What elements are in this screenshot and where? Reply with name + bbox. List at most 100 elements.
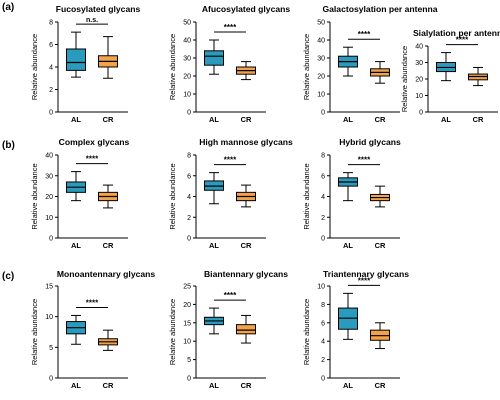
y-tick-label: 20 xyxy=(183,74,191,81)
y-tick-label: 15 xyxy=(45,284,53,291)
chart-title: Afucosylated glycans xyxy=(202,4,291,14)
y-tick-label: 4 xyxy=(321,339,325,346)
chart-title: Hybrid glycans xyxy=(339,137,401,147)
box-al xyxy=(204,307,224,335)
y-tick-label: 0 xyxy=(321,110,325,117)
category-label: AL xyxy=(209,115,219,124)
box-al xyxy=(338,46,358,77)
box-al xyxy=(338,172,358,202)
y-tick-label: 8 xyxy=(321,153,325,160)
y-tick-label: 20 xyxy=(415,77,423,84)
category-label: AL xyxy=(343,115,353,124)
category-label: AL xyxy=(209,381,219,390)
box-iqr xyxy=(236,324,256,335)
significance-label: **** xyxy=(358,156,371,165)
y-tick-label: 5 xyxy=(49,345,53,352)
y-axis-label: Relative abundance xyxy=(168,163,177,229)
panel-label-b: (b) xyxy=(2,140,15,151)
chart-title: Sialylation per antenna xyxy=(413,28,500,38)
category-label: AL xyxy=(71,241,81,250)
box-al xyxy=(204,39,224,75)
chart-title: Biantennary glycans xyxy=(204,269,288,279)
y-tick-label: 0 xyxy=(321,236,325,243)
y-tick-label: 40 xyxy=(317,38,325,45)
box-cr xyxy=(236,184,256,208)
y-tick-label: 10 xyxy=(183,339,191,346)
box-iqr xyxy=(204,50,224,66)
box-cr xyxy=(370,61,390,84)
significance-label: **** xyxy=(224,291,237,300)
box-cr xyxy=(370,322,390,350)
chart-10: Triantennary glycans Relative abundance 0 2… xyxy=(302,269,409,390)
y-tick-label: 4 xyxy=(321,194,325,201)
box-cr xyxy=(236,314,256,344)
significance-label: **** xyxy=(358,30,371,39)
chart-title: Fucosylated glycans xyxy=(56,4,141,14)
chart-9: Biantennary glycans Relative abundance 0 5 1… xyxy=(168,269,288,390)
significance-label: n.s. xyxy=(86,17,98,24)
category-label: AL xyxy=(343,241,353,250)
y-tick-label: 40 xyxy=(415,44,423,51)
box-cr xyxy=(236,61,256,81)
category-label: CR xyxy=(473,115,484,124)
y-tick-label: 0 xyxy=(187,236,191,243)
significance-label: **** xyxy=(86,298,99,307)
category-label: AL xyxy=(71,381,81,390)
box-iqr xyxy=(66,48,86,71)
y-tick-label: 30 xyxy=(415,60,423,67)
y-tick-label: 4 xyxy=(49,65,53,72)
category-label: AL xyxy=(209,241,219,250)
y-tick-label: 50 xyxy=(183,20,191,27)
category-label: CR xyxy=(103,241,114,250)
chart-8: Monoantennary glycans Relative abundance 0… xyxy=(30,269,155,390)
category-label: AL xyxy=(343,381,353,390)
category-label: CR xyxy=(375,381,386,390)
box-cr xyxy=(98,329,118,351)
y-tick-label: 10 xyxy=(415,93,423,100)
box-al xyxy=(66,314,86,345)
category-label: CR xyxy=(103,381,114,390)
y-axis-label: Relative abundance xyxy=(302,299,311,365)
y-axis-label: Relative abundance xyxy=(400,46,409,112)
significance-label: **** xyxy=(224,156,237,165)
category-label: CR xyxy=(103,115,114,124)
category-label: CR xyxy=(375,241,386,250)
y-tick-label: 20 xyxy=(45,194,53,201)
box-al xyxy=(66,31,86,78)
y-tick-label: 10 xyxy=(317,92,325,99)
significance-label: **** xyxy=(224,23,237,32)
y-tick-label: 2 xyxy=(321,357,325,364)
chart-title: Triantennary glycans xyxy=(323,269,409,279)
y-tick-label: 10 xyxy=(183,92,191,99)
box-cr xyxy=(98,184,118,209)
y-tick-label: 0 xyxy=(49,236,53,243)
chart-title: High mannose glycans xyxy=(199,137,293,147)
y-tick-label: 30 xyxy=(317,56,325,63)
category-label: CR xyxy=(241,241,252,250)
y-tick-label: 2 xyxy=(49,87,53,94)
chart-4: Sialylation per antenna Relative abundanc… xyxy=(400,28,500,124)
charts: Fucosylated glycans Relative abundance 0 2 4… xyxy=(30,4,500,390)
y-axis-label: Relative abundance xyxy=(30,34,39,100)
box-cr xyxy=(468,66,488,87)
y-tick-label: 0 xyxy=(49,376,53,383)
chart-6: High mannose glycans Relative abundance 0 2… xyxy=(168,137,293,250)
significance-label: **** xyxy=(456,36,469,45)
chart-7: Hybrid glycans Relative abundance 0 2 4 6 8 AL C… xyxy=(302,137,401,250)
box-cr xyxy=(98,36,118,79)
chart-2: Afucosylated glycans Relative abundance 0 1… xyxy=(168,4,290,124)
y-tick-label: 2 xyxy=(187,215,191,222)
chart-1: Fucosylated glycans Relative abundance 0 2 4… xyxy=(30,4,140,124)
y-axis-label: Relative abundance xyxy=(302,163,311,229)
box-cr xyxy=(370,185,390,208)
panel-label-c: (c) xyxy=(2,271,14,282)
chart-title: Complex glycans xyxy=(59,137,130,147)
y-tick-label: 30 xyxy=(45,173,53,180)
y-tick-label: 6 xyxy=(187,173,191,180)
box-al xyxy=(204,172,224,205)
box-al xyxy=(66,171,86,202)
y-tick-label: 10 xyxy=(317,284,325,291)
y-axis-label: Relative abundance xyxy=(168,34,177,100)
y-tick-label: 0 xyxy=(187,376,191,383)
